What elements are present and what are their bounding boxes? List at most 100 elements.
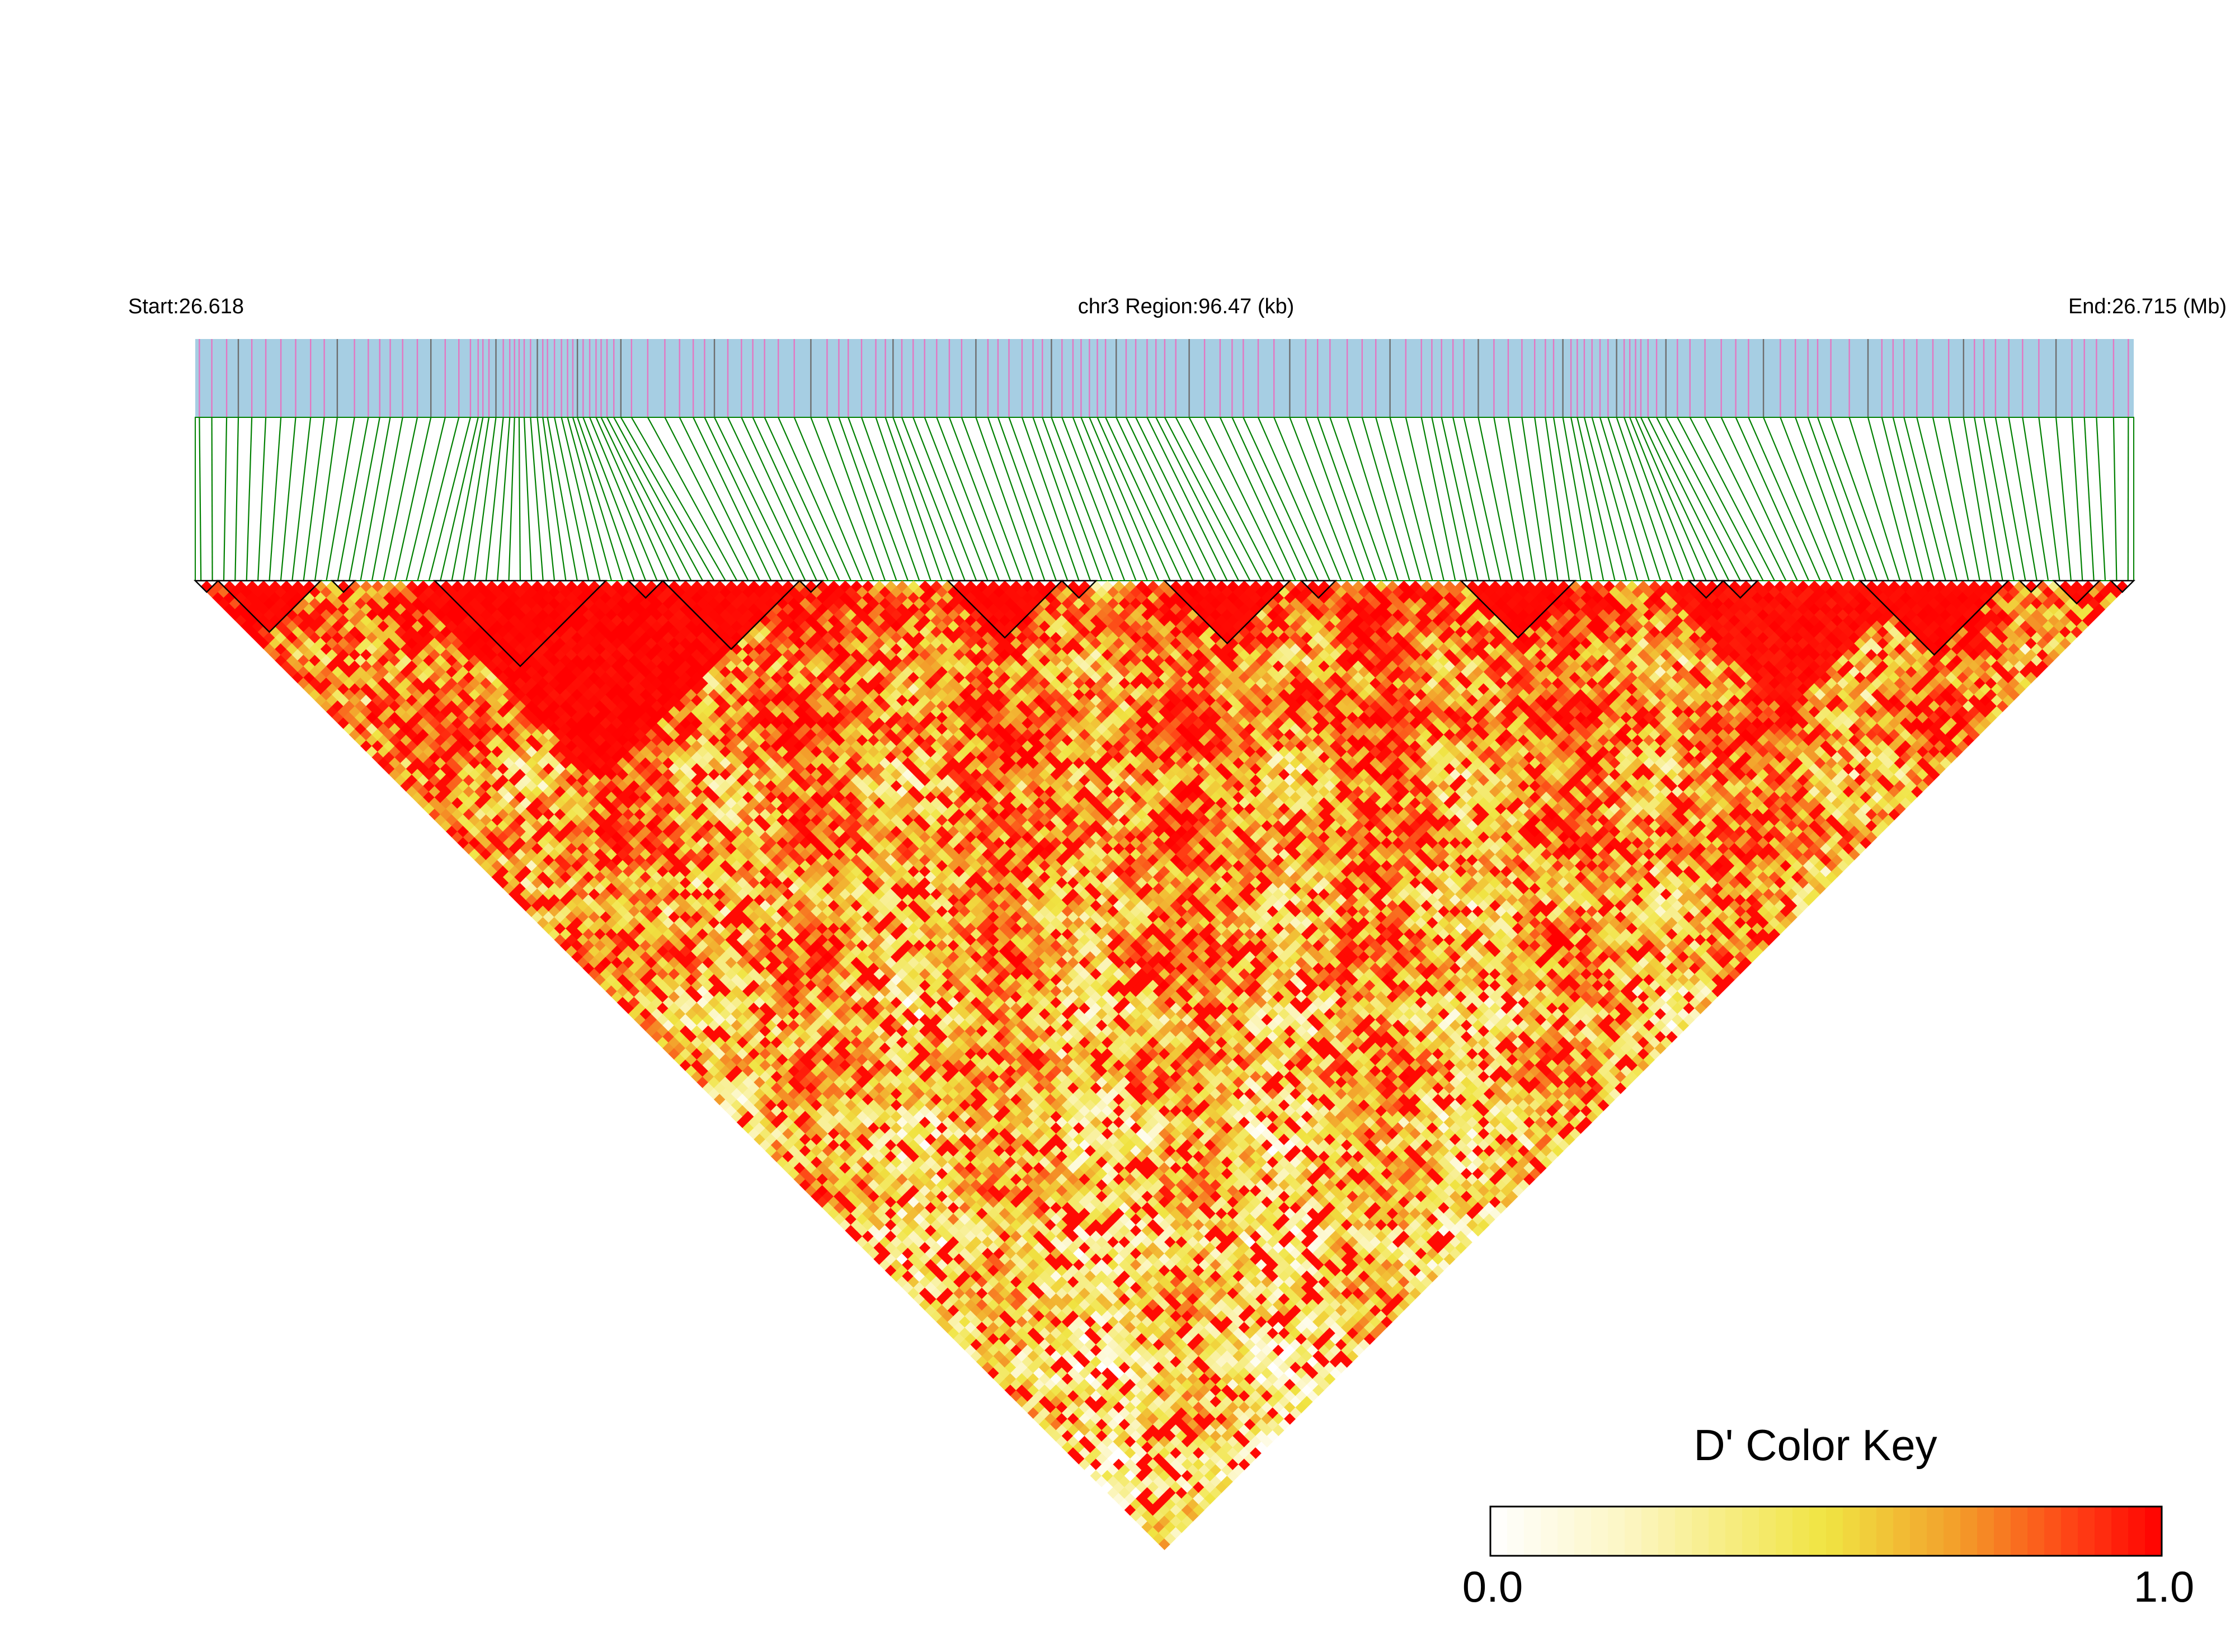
snp-mark [1441,339,1442,417]
snp-mark [389,339,391,417]
snp-mark [1916,339,1918,417]
snp-mark [402,339,403,417]
snp-connector-line [1231,417,1308,581]
snp-mark [1807,339,1809,417]
snp-mark [488,339,490,417]
snp-mark [1135,339,1137,417]
region-start-label: Start:26.618 [128,295,244,318]
snp-mark [495,339,497,417]
snp-mark [2128,339,2129,417]
snp-connector-line [1817,417,1878,581]
snp-mark [582,339,584,417]
snp-connector-line [246,417,253,581]
snp-connector-line [199,417,202,581]
snp-connector-line [975,417,1034,581]
snp-mark [1305,339,1307,417]
snp-mark [1032,339,1034,417]
snp-mark [523,339,525,417]
snp-connector-line [1974,417,2003,581]
snp-mark [664,339,666,417]
snp-mark [537,339,538,417]
snp-connector-line [1431,417,1467,581]
snp-connector-line [1677,417,1764,581]
snp-connector-line [1175,417,1262,581]
snp-mark [1116,339,1117,417]
snp-mark [838,339,840,417]
snp-connector-line [1021,417,1080,581]
snp-mark [752,339,754,417]
snp-connector-line [664,417,749,581]
snp-mark [1203,339,1206,417]
snp-connector-line [1780,417,1844,581]
snp-mark [2022,339,2024,417]
snp-mark [713,339,716,417]
snp-marks-group [199,339,2129,417]
snp-connector-line [948,417,1011,581]
region-title: chr3 Region:96.47 (kb) [1078,295,1295,318]
snp-mark [595,339,597,417]
snp-connector-line [1463,417,1502,581]
snp-mark [1089,339,1090,417]
snp-mark [936,339,938,417]
snp-mark [975,339,977,417]
snp-connector-line [485,417,504,581]
snp-connector-line [1948,417,1980,581]
snp-mark [430,339,432,417]
snp-connector-line [1273,417,1342,581]
snp-connector-line [1577,417,1616,581]
snp-connector-line [1748,417,1821,581]
snp-connector-line [1493,417,1524,581]
snp-connector-line [961,417,1023,581]
snp-connector-line [764,417,840,581]
snp-connector-line [1963,417,1992,581]
snp-mark [280,339,282,417]
snp-connector-line [2055,417,2072,581]
snp-connector-line [547,417,578,581]
snp-connector-line [303,417,325,581]
snp-mark [1375,339,1377,417]
snp-mark [572,339,574,417]
snp-connector-line [1735,417,1810,581]
snp-connector-line [2083,417,2095,581]
snp-connector-line [901,417,966,581]
snp-connector-line [1591,417,1639,581]
snp-mark [679,339,680,417]
snp-mark [741,339,742,417]
snp-mark [1655,339,1658,417]
snp-connector-line [257,417,267,581]
snp-connector-line [860,417,920,581]
snp-connector-line [2022,417,2049,581]
snp-connector-line [1125,417,1205,581]
snp-mark [1061,339,1063,417]
snp-mark [1478,339,1479,417]
snp-connector-line [537,417,556,581]
snp-mark [2055,339,2057,417]
snp-mark [211,339,213,417]
snp-connector-line [1347,417,1399,581]
snp-mark [514,339,515,417]
snp-mark [1273,339,1275,417]
snp-mark [987,339,989,417]
snp-mark [1420,339,1422,417]
snp-mark [379,339,380,417]
snp-connector-line [474,417,497,581]
snp-mark [948,339,951,417]
snp-mark [567,339,568,417]
snp-mark [692,339,694,417]
snp-mark [826,339,828,417]
snp-mark [1892,339,1894,417]
snp-mark [1257,339,1259,417]
snp-mark [1219,339,1221,417]
snp-connector-line [1932,417,1969,581]
snp-mark [1735,339,1737,417]
snp-connector-line [1146,417,1228,581]
snp-mark [199,339,200,417]
snp-connector-line [1763,417,1832,581]
snp-mark [1545,339,1546,417]
snp-mark [1974,339,1975,417]
snp-mark [1051,339,1052,417]
snp-connector-line [1097,417,1171,581]
snp-mark [1552,339,1555,417]
snp-connector-line [704,417,783,581]
snp-connector-line [778,417,852,581]
